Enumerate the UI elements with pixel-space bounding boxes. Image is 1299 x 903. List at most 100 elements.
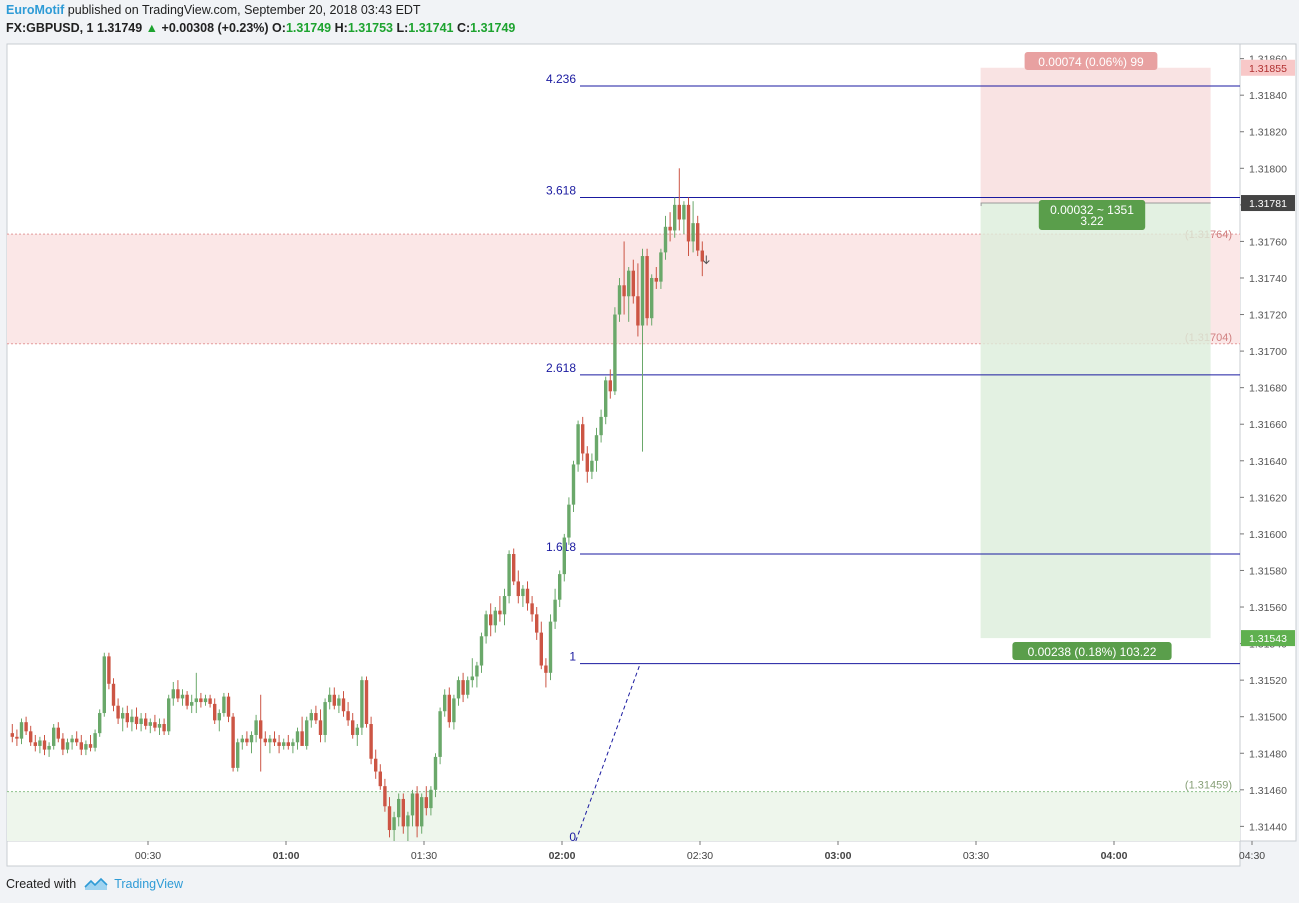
- low-value: 1.31741: [408, 21, 454, 35]
- candle-body: [98, 713, 102, 734]
- candle-body: [84, 744, 88, 750]
- candle-body: [484, 614, 488, 637]
- candle-body: [650, 277, 654, 319]
- candle-body: [443, 694, 447, 712]
- candle-body: [355, 727, 359, 735]
- candle-body: [700, 250, 704, 262]
- author-link[interactable]: EuroMotif: [6, 3, 65, 17]
- candle-body: [374, 758, 378, 772]
- tradingview-link[interactable]: TradingView: [114, 877, 183, 891]
- candle-body: [61, 738, 65, 750]
- fib-level-label: 1.618: [546, 540, 576, 554]
- fib-trend-line: [575, 663, 641, 841]
- take-profit-badge-text: 0.00238 (0.18%) 103.22: [1028, 645, 1157, 659]
- candle-body: [608, 380, 612, 392]
- time-tick-label: 04:00: [1101, 850, 1128, 862]
- candle-body: [70, 738, 74, 743]
- time-tick-label: 00:30: [135, 850, 161, 862]
- low-label: L:: [396, 21, 409, 35]
- candle-body: [116, 705, 120, 719]
- candle-body: [176, 689, 180, 699]
- candle-body: [309, 713, 313, 721]
- candle-body: [627, 270, 631, 297]
- candle-body: [272, 738, 277, 743]
- candle-body: [226, 696, 231, 717]
- candle-body: [654, 277, 658, 282]
- high-value: 1.31753: [347, 21, 393, 35]
- fib-level-label: 0: [569, 830, 576, 844]
- candle-body: [622, 285, 626, 297]
- price-tick-label: 1.31720: [1249, 310, 1287, 322]
- price-tick-label: 1.31660: [1249, 419, 1287, 431]
- candle-body: [567, 504, 571, 538]
- price-tick-label: 1.31760: [1249, 236, 1287, 248]
- price-tag-bg: [1241, 630, 1295, 647]
- candle-body: [447, 694, 451, 723]
- candle-body: [553, 599, 557, 622]
- price-tick-label: 1.31500: [1249, 712, 1287, 724]
- candle-body: [157, 724, 162, 728]
- candle-body: [295, 731, 300, 743]
- last-price: 1.31749: [97, 21, 143, 35]
- candle-body: [604, 380, 608, 417]
- stop-loss-badge-bg: [1024, 52, 1158, 70]
- candle-body: [65, 742, 70, 750]
- candle-body: [180, 694, 185, 699]
- candle-body: [153, 722, 157, 728]
- candle-body: [217, 713, 221, 721]
- candle-body: [364, 680, 369, 725]
- candle-body: [562, 537, 566, 575]
- candle-body: [521, 588, 525, 597]
- candle-body: [139, 718, 143, 725]
- candle-body: [558, 574, 562, 600]
- fib-level-label: 1: [569, 650, 576, 664]
- candle-body: [102, 656, 106, 714]
- symbol-label[interactable]: FX:GBPUSD, 1: [6, 21, 94, 35]
- candle-body: [489, 614, 493, 626]
- ohlc-line: FX:GBPUSD, 1 1.31749 ▲ +0.00308 (+0.23%)…: [6, 21, 515, 35]
- candle-body: [479, 636, 484, 666]
- cursor-arrow-icon: [702, 255, 710, 265]
- stop-loss-zone: [980, 67, 1211, 204]
- price-tick-label: 1.31640: [1249, 456, 1287, 468]
- candle-body: [682, 204, 686, 220]
- candle-body: [668, 226, 672, 231]
- candle-body: [351, 720, 355, 735]
- candle-body: [75, 738, 79, 743]
- price-tick-label: 1.31680: [1249, 383, 1287, 395]
- candle-body: [470, 676, 474, 681]
- candle-body: [245, 738, 249, 743]
- time-tick-label: 01:30: [411, 850, 437, 862]
- candle-body: [636, 296, 640, 326]
- price-tick-label: 1.31440: [1249, 821, 1287, 833]
- candle-body: [328, 694, 332, 703]
- candle-body: [456, 680, 461, 699]
- price-tag-label: 1.31781: [1249, 198, 1287, 210]
- candle-body: [107, 656, 111, 684]
- candle-body: [42, 740, 47, 750]
- candle-body: [268, 738, 272, 743]
- price-tag-bg: [1241, 59, 1295, 76]
- candle-body: [663, 226, 668, 253]
- candle-body: [452, 698, 456, 723]
- price-tick-label: 1.31460: [1249, 785, 1287, 797]
- fib-level-label: 3.618: [546, 184, 576, 198]
- take-profit-zone: [980, 203, 1211, 639]
- entry-badge-bg: [1038, 200, 1146, 230]
- candle-body: [277, 742, 281, 746]
- candle-body: [300, 731, 304, 746]
- price-change: +0.00308 (+0.23%): [161, 21, 269, 35]
- candle-body: [659, 252, 663, 282]
- candle-body: [185, 694, 189, 706]
- candle-body: [249, 734, 254, 743]
- candle-body: [631, 270, 635, 297]
- candle-body: [581, 424, 585, 454]
- candle-body: [162, 724, 166, 732]
- candle-body: [493, 610, 497, 626]
- candle-body: [392, 817, 396, 831]
- price-tick-label: 1.31560: [1249, 602, 1287, 614]
- candle-body: [410, 793, 415, 816]
- candle-body: [194, 698, 198, 703]
